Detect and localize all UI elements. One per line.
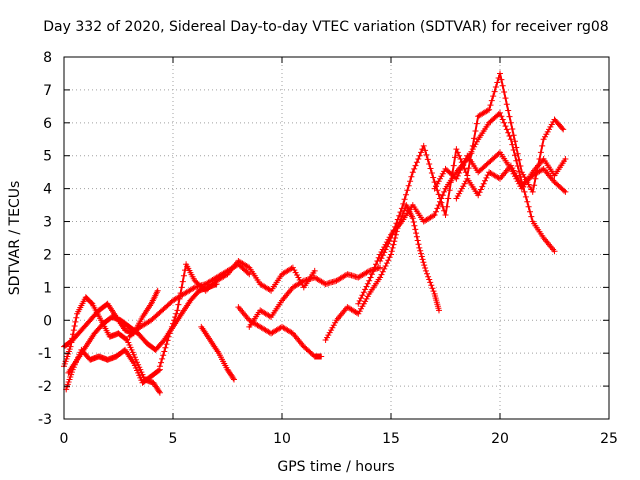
series-track-m <box>431 149 569 192</box>
grid-lines <box>64 57 609 419</box>
y-tick-label: -1 <box>38 346 52 362</box>
y-tick-label: 4 <box>43 182 52 198</box>
series-track-n <box>453 162 569 202</box>
series-markers <box>65 281 220 376</box>
y-tick-label: 8 <box>43 50 52 66</box>
chart-title: Day 332 of 2020, Sidereal Day-to-day VTE… <box>43 19 608 35</box>
plot-frame <box>63 56 610 420</box>
y-tick-label: -3 <box>38 412 52 428</box>
series-track-i <box>246 264 384 330</box>
series-markers <box>377 70 567 264</box>
x-tick-label: 10 <box>273 431 291 447</box>
series-markers <box>156 258 318 370</box>
axis-ticks: -3 -2 -1 0 1 2 3 4 5 6 7 8 0 5 10 15 20 25 <box>38 50 618 447</box>
series-markers <box>235 304 325 360</box>
series-track-k <box>355 109 558 307</box>
series-track-f <box>156 258 318 370</box>
data-series <box>61 70 569 396</box>
y-tick-label: 3 <box>43 215 52 231</box>
series-markers <box>355 109 558 307</box>
series-track-j <box>322 202 442 343</box>
series-markers <box>246 264 384 330</box>
x-tick-label: 25 <box>600 431 618 447</box>
series-markers <box>453 162 569 202</box>
series-markers <box>63 346 163 393</box>
y-tick-label: 5 <box>43 149 52 165</box>
series-track-h <box>235 304 325 360</box>
x-tick-label: 20 <box>491 431 509 447</box>
x-axis-label: GPS time / hours <box>277 459 394 475</box>
series-track-g <box>198 323 237 383</box>
y-tick-label: 6 <box>43 116 52 132</box>
x-tick-label: 15 <box>382 431 400 447</box>
x-tick-label: 0 <box>60 431 69 447</box>
series-markers <box>431 149 569 192</box>
series-line <box>357 111 556 305</box>
y-tick-label: 7 <box>43 83 52 99</box>
y-tick-label: 0 <box>43 313 52 329</box>
series-track-l <box>377 70 567 264</box>
series-markers <box>198 323 237 383</box>
y-tick-label: 2 <box>43 247 52 263</box>
series-track-d <box>65 281 220 376</box>
y-tick-label: 1 <box>43 280 52 296</box>
y-axis-label: SDTVAR / TECUs <box>7 181 23 296</box>
series-track-b <box>63 346 163 393</box>
y-tick-label: -2 <box>38 379 52 395</box>
x-tick-label: 5 <box>169 431 178 447</box>
